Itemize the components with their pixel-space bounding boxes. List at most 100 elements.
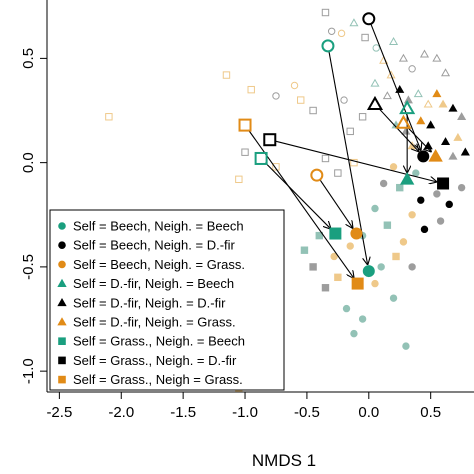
data-point <box>377 263 385 271</box>
data-point <box>448 151 458 160</box>
data-point <box>440 68 451 77</box>
data-point <box>401 126 411 135</box>
data-point <box>361 33 369 42</box>
data-point <box>337 29 346 38</box>
data-point <box>436 217 445 225</box>
x-tick-label: 0.5 <box>420 404 441 421</box>
data-point <box>309 106 317 115</box>
y-tick-label: 0.5 <box>20 48 37 69</box>
data-point <box>392 252 400 261</box>
data-point <box>300 246 309 254</box>
legend-marker <box>58 222 66 230</box>
data-point <box>382 91 392 100</box>
data-point <box>358 315 367 323</box>
centroid-point <box>351 277 364 290</box>
data-point <box>389 294 398 302</box>
background-points <box>105 8 470 392</box>
data-point <box>371 204 379 213</box>
centroid-point <box>263 133 277 147</box>
data-point <box>408 263 416 271</box>
data-point <box>438 99 448 108</box>
data-point <box>342 304 351 313</box>
trajectory-arrow <box>407 126 431 151</box>
data-point <box>235 175 243 184</box>
data-point <box>432 53 442 62</box>
legend-entry-label: Self = Grass., Neigh = Grass. <box>73 372 243 387</box>
data-point <box>321 284 330 292</box>
x-tick-label: 0.0 <box>358 404 379 421</box>
centroid-point <box>399 171 415 185</box>
data-point <box>433 190 441 198</box>
data-point <box>309 263 317 271</box>
data-point <box>403 95 413 104</box>
legend-entry-label: Self = D.-fir, Neigh. = Grass. <box>73 315 236 330</box>
data-point <box>272 92 280 100</box>
x-tick-label: -0.5 <box>294 404 320 421</box>
data-point <box>457 112 467 121</box>
data-point <box>346 127 354 136</box>
data-point <box>350 329 358 338</box>
data-point <box>389 163 398 171</box>
centroid-point <box>310 168 324 182</box>
centroid-points <box>238 12 450 290</box>
data-point <box>448 103 458 112</box>
trajectory-arrow <box>264 162 330 229</box>
legend-marker <box>57 297 67 307</box>
legend-entry-label: Self = Beech, Neigh. = Grass. <box>73 257 245 272</box>
data-point <box>327 27 336 35</box>
x-axis-ticks: -2.5 -2.0 -1.5 -1.0 -0.5 0.0 0.5 <box>46 392 441 421</box>
data-point <box>330 252 338 261</box>
data-point <box>432 89 442 98</box>
legend-marker <box>58 260 66 269</box>
data-point <box>395 84 405 93</box>
data-point <box>423 99 433 108</box>
data-point <box>396 183 404 192</box>
legend: Self = Beech, Neigh. = Beech Self = Beech… <box>49 209 285 391</box>
legend-marker <box>58 356 66 365</box>
centroid-point <box>399 100 416 115</box>
data-point <box>222 71 231 79</box>
centroid-point <box>437 177 450 190</box>
data-point <box>457 183 466 192</box>
data-point <box>460 147 470 156</box>
data-point <box>371 279 379 288</box>
data-point <box>321 154 330 163</box>
data-point <box>413 89 423 98</box>
data-point <box>389 37 399 45</box>
data-point <box>445 200 453 209</box>
legend-marker <box>58 241 66 249</box>
x-axis-title: NMDS 1 <box>252 451 316 470</box>
data-point <box>349 18 359 27</box>
legend-marker <box>58 375 66 384</box>
x-tick-label: -1.5 <box>170 404 196 421</box>
data-point <box>453 132 463 141</box>
trajectory-arrow <box>275 140 437 182</box>
legend-box <box>49 209 285 391</box>
data-point <box>247 85 255 94</box>
data-point <box>398 53 408 62</box>
centroid-point <box>254 151 268 165</box>
data-point <box>408 65 416 73</box>
centroid-point <box>362 12 376 26</box>
plot-frame <box>46 0 474 393</box>
legend-entry-label: Self = D.-fir, Neigh. = Beech <box>73 276 234 291</box>
x-tick-label: -1.0 <box>232 404 258 421</box>
data-point <box>370 78 380 87</box>
y-tick-label: -0.5 <box>20 254 37 280</box>
data-point <box>402 342 410 350</box>
legend-marker <box>57 317 67 326</box>
y-tick-label: -1.0 <box>20 358 37 384</box>
centroid-point <box>395 114 412 129</box>
data-point <box>383 221 392 229</box>
legend-entry-label: Self = D.-fir, Neigh. = D.-fir <box>73 295 226 310</box>
data-point <box>379 179 388 188</box>
data-point <box>315 231 323 240</box>
trajectory-arrow <box>370 24 421 150</box>
data-point <box>399 238 408 246</box>
centroid-point <box>321 39 335 53</box>
y-axis-ticks: -1.0 -0.5 0.0 0.5 <box>20 48 47 384</box>
y-tick-label: 0.0 <box>20 152 37 173</box>
data-point <box>290 81 299 90</box>
x-tick-label: -2.0 <box>108 404 134 421</box>
